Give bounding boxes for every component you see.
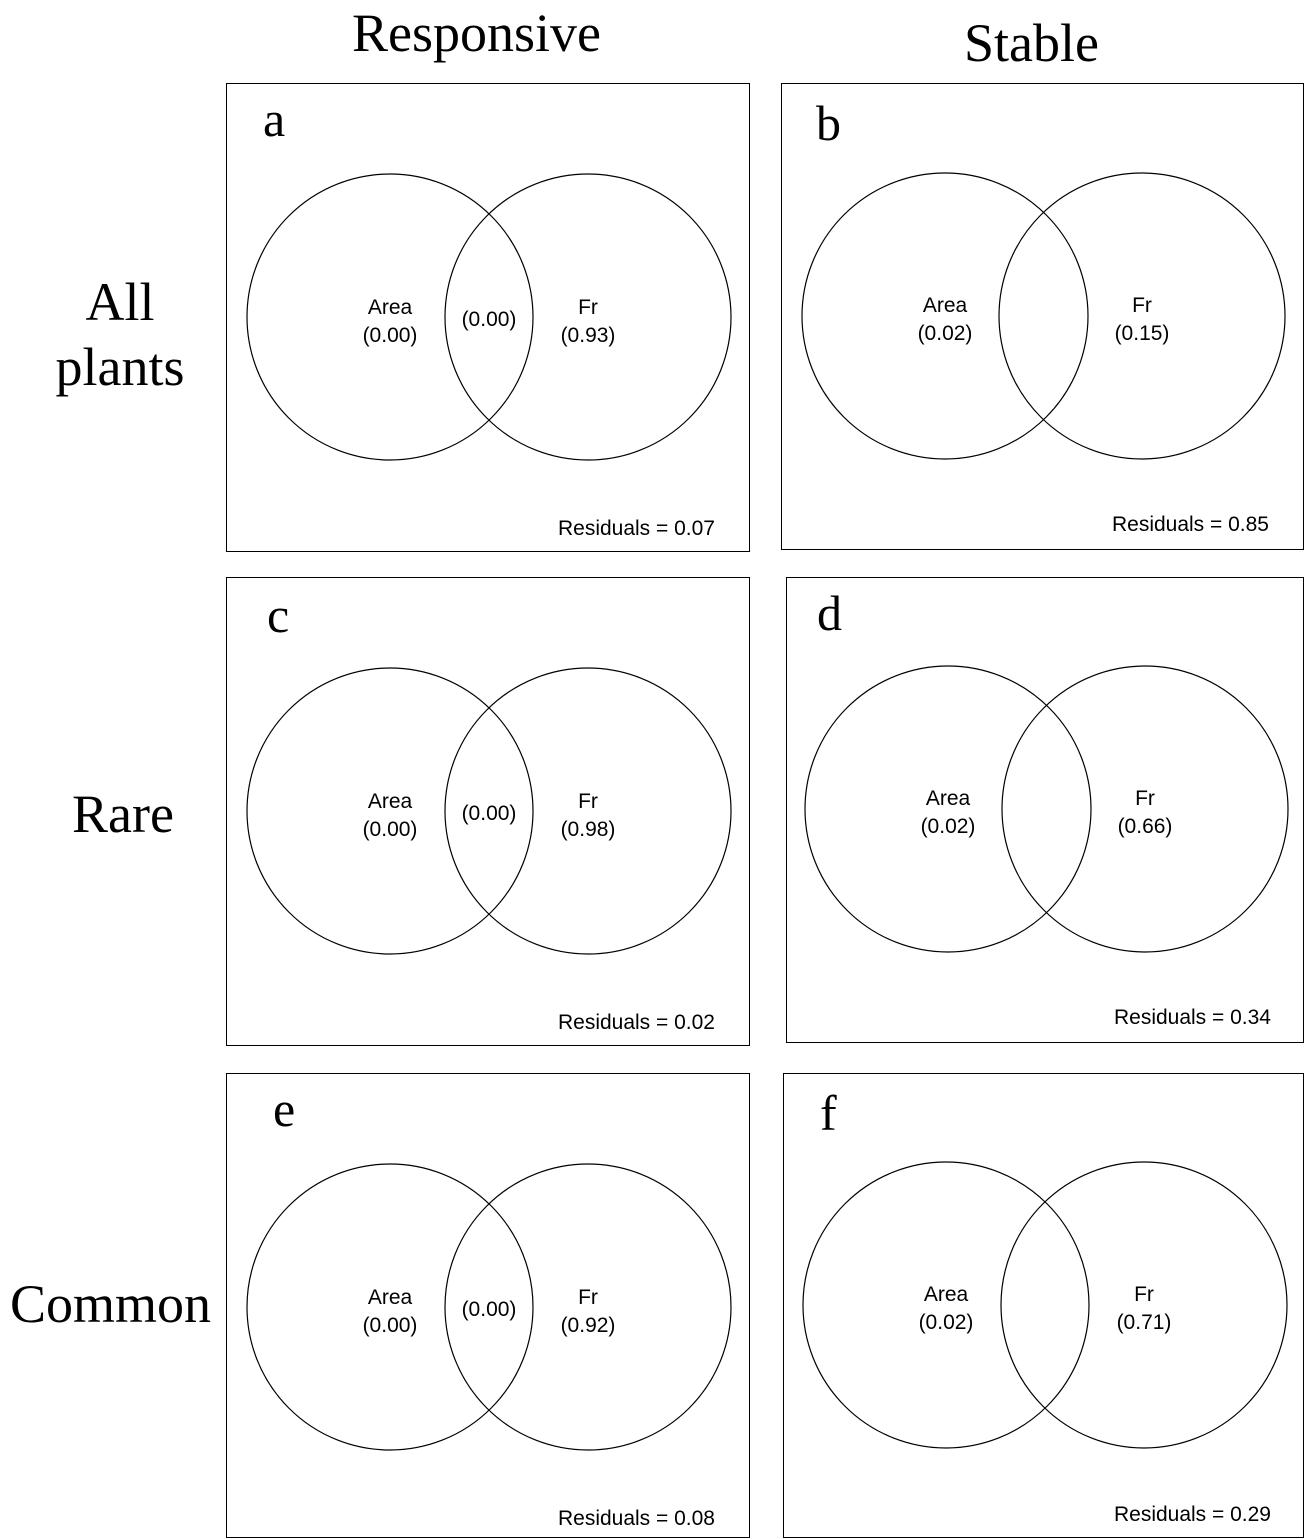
venn-circle-fr [998, 172, 1286, 460]
venn-right-value: (0.92) [561, 1314, 616, 1337]
venn-diagram: Area (0.00) (0.00) Fr (0.98) [246, 667, 732, 955]
venn-diagram: Area (0.00) (0.00) Fr (0.93) [246, 173, 732, 461]
venn-left-label: Area [368, 296, 413, 319]
venn-circle-fr [444, 667, 732, 955]
column-header-responsive: Responsive [352, 3, 601, 63]
venn-right-value: (0.71) [1117, 1311, 1172, 1334]
venn-panel-d: d Area (0.02) Fr (0.66) Residuals = 0.34 [786, 577, 1304, 1043]
venn-panel-c: c Area (0.00) (0.00) Fr (0.98) Residuals… [226, 577, 750, 1046]
residuals-label: Residuals = 0.85 [1111, 513, 1269, 536]
venn-panel-a: a Area (0.00) (0.00) Fr (0.93) Residuals… [226, 83, 750, 552]
row-header-rare: Rare [72, 784, 174, 844]
venn-left-label: Area [368, 1286, 413, 1309]
venn-diagram: Area (0.00) (0.00) Fr (0.92) [246, 1163, 732, 1451]
venn-diagram: Area (0.02) Fr (0.66) [804, 665, 1289, 953]
venn-left-value: (0.02) [919, 1311, 974, 1334]
venn-right-label: Fr [578, 296, 598, 319]
residuals-label: Residuals = 0.08 [557, 1507, 715, 1530]
column-header-stable: Stable [964, 13, 1099, 73]
row-header-all-plants: All plants [40, 270, 200, 400]
venn-panel-f: f Area (0.02) Fr (0.71) Residuals = 0.29 [783, 1073, 1304, 1538]
venn-circle-fr [1000, 1161, 1288, 1449]
venn-overlap-value: (0.00) [462, 308, 517, 331]
venn-circle-fr [1001, 665, 1289, 953]
venn-left-label: Area [368, 790, 413, 813]
venn-panel-b: b Area (0.02) Fr (0.15) Residuals = 0.85 [781, 83, 1304, 550]
panel-letter: a [263, 91, 286, 147]
panel-letter: d [817, 585, 842, 641]
venn-circle-area [246, 173, 534, 461]
venn-left-value: (0.00) [363, 324, 418, 347]
venn-right-value: (0.66) [1118, 815, 1173, 838]
venn-left-value: (0.02) [921, 815, 976, 838]
venn-right-label: Fr [578, 790, 598, 813]
venn-circle-area [246, 667, 534, 955]
venn-circle-fr [444, 173, 732, 461]
panel-letter: f [820, 1085, 837, 1141]
venn-right-label: Fr [1132, 294, 1152, 317]
venn-circle-fr [444, 1163, 732, 1451]
venn-right-label: Fr [1134, 1283, 1154, 1306]
row-header-line: plants [55, 336, 185, 397]
panel-letter: b [816, 95, 841, 151]
row-header-line: All [85, 272, 155, 332]
venn-circle-area [801, 172, 1089, 460]
residuals-label: Residuals = 0.07 [557, 517, 715, 540]
venn-right-value: (0.93) [561, 324, 616, 347]
venn-right-value: (0.98) [561, 818, 616, 841]
row-header-common: Common [10, 1274, 212, 1334]
residuals-label: Residuals = 0.34 [1113, 1006, 1271, 1029]
venn-right-label: Fr [578, 1286, 598, 1309]
venn-right-value: (0.15) [1115, 322, 1170, 345]
venn-diagram: Area (0.02) Fr (0.15) [801, 172, 1286, 460]
venn-overlap-value: (0.00) [462, 802, 517, 825]
residuals-label: Residuals = 0.29 [1113, 1503, 1271, 1526]
venn-left-value: (0.00) [363, 818, 418, 841]
venn-left-label: Area [924, 1283, 969, 1306]
panel-letter: e [273, 1081, 296, 1137]
panel-letter: c [267, 587, 290, 643]
venn-panel-e: e Area (0.00) (0.00) Fr (0.92) Residuals… [226, 1073, 750, 1538]
venn-overlap-value: (0.00) [462, 1298, 517, 1321]
venn-left-value: (0.02) [918, 322, 973, 345]
venn-left-label: Area [923, 294, 968, 317]
venn-right-label: Fr [1135, 787, 1155, 810]
venn-left-value: (0.00) [363, 1314, 418, 1337]
residuals-label: Residuals = 0.02 [557, 1011, 715, 1034]
venn-circle-area [802, 1161, 1090, 1449]
venn-diagram: Area (0.02) Fr (0.71) [802, 1161, 1288, 1449]
venn-left-label: Area [926, 787, 971, 810]
venn-circle-area [804, 665, 1092, 953]
venn-circle-area [246, 1163, 534, 1451]
